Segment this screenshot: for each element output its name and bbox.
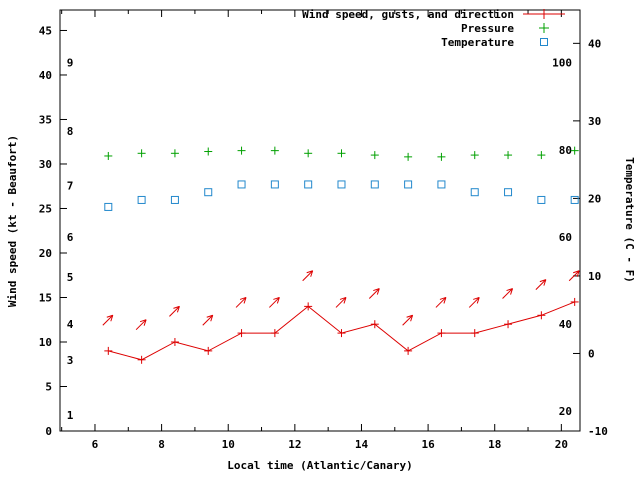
svg-text:40: 40 [588,37,601,50]
legend-row-wind: Wind speed, gusts, and direction [302,7,566,21]
legend-row-pressure: Pressure [461,21,566,35]
svg-text:45: 45 [39,24,52,37]
svg-text:16: 16 [421,438,435,451]
svg-text:8: 8 [67,125,74,138]
svg-text:7: 7 [67,179,74,192]
svg-text:35: 35 [39,113,52,126]
svg-text:5: 5 [45,380,52,393]
legend-label-pressure: Pressure [461,21,514,35]
svg-text:1: 1 [67,409,74,422]
svg-text:25: 25 [39,202,52,215]
svg-text:20: 20 [39,247,52,260]
svg-text:-10: -10 [588,425,608,438]
svg-text:10: 10 [39,336,52,349]
svg-text:14: 14 [355,438,369,451]
svg-text:9: 9 [67,57,74,70]
svg-text:8: 8 [158,438,165,451]
svg-text:4: 4 [67,318,74,331]
legend-row-temperature: Temperature [441,35,566,49]
svg-text:18: 18 [488,438,501,451]
svg-text:30: 30 [39,158,52,171]
svg-text:20: 20 [559,405,572,418]
svg-text:100: 100 [552,57,572,70]
legend-label-wind: Wind speed, gusts, and direction [302,7,514,21]
pressure-plus-marker-icon [539,23,549,33]
svg-text:0: 0 [45,425,52,438]
svg-text:15: 15 [39,291,52,304]
svg-text:3: 3 [67,354,74,367]
svg-text:60: 60 [559,231,572,244]
svg-text:40: 40 [559,318,572,331]
svg-text:10: 10 [588,270,601,283]
legend-label-temperature: Temperature [441,35,514,49]
svg-text:10: 10 [222,438,235,451]
svg-text:40: 40 [39,69,52,82]
svg-text:20: 20 [588,192,601,205]
svg-text:6: 6 [67,231,74,244]
chart-legend: Wind speed, gusts, and direction Pressur… [0,7,566,49]
svg-text:0: 0 [588,347,595,360]
temperature-square-marker-icon [540,38,548,46]
svg-text:12: 12 [288,438,301,451]
y-axis-label-right: Temperature (C - F) [623,157,636,283]
svg-text:80: 80 [559,144,572,157]
svg-text:5: 5 [67,271,74,284]
svg-text:20: 20 [555,438,568,451]
y-axis-label-left: Wind speed (kt - Beaufort) [6,134,19,308]
svg-text:6: 6 [92,438,99,451]
x-axis-label: Local time (Atlantic/Canary) [227,459,413,472]
svg-text:30: 30 [588,115,601,128]
wind-line-plus-marker-icon [523,9,565,19]
